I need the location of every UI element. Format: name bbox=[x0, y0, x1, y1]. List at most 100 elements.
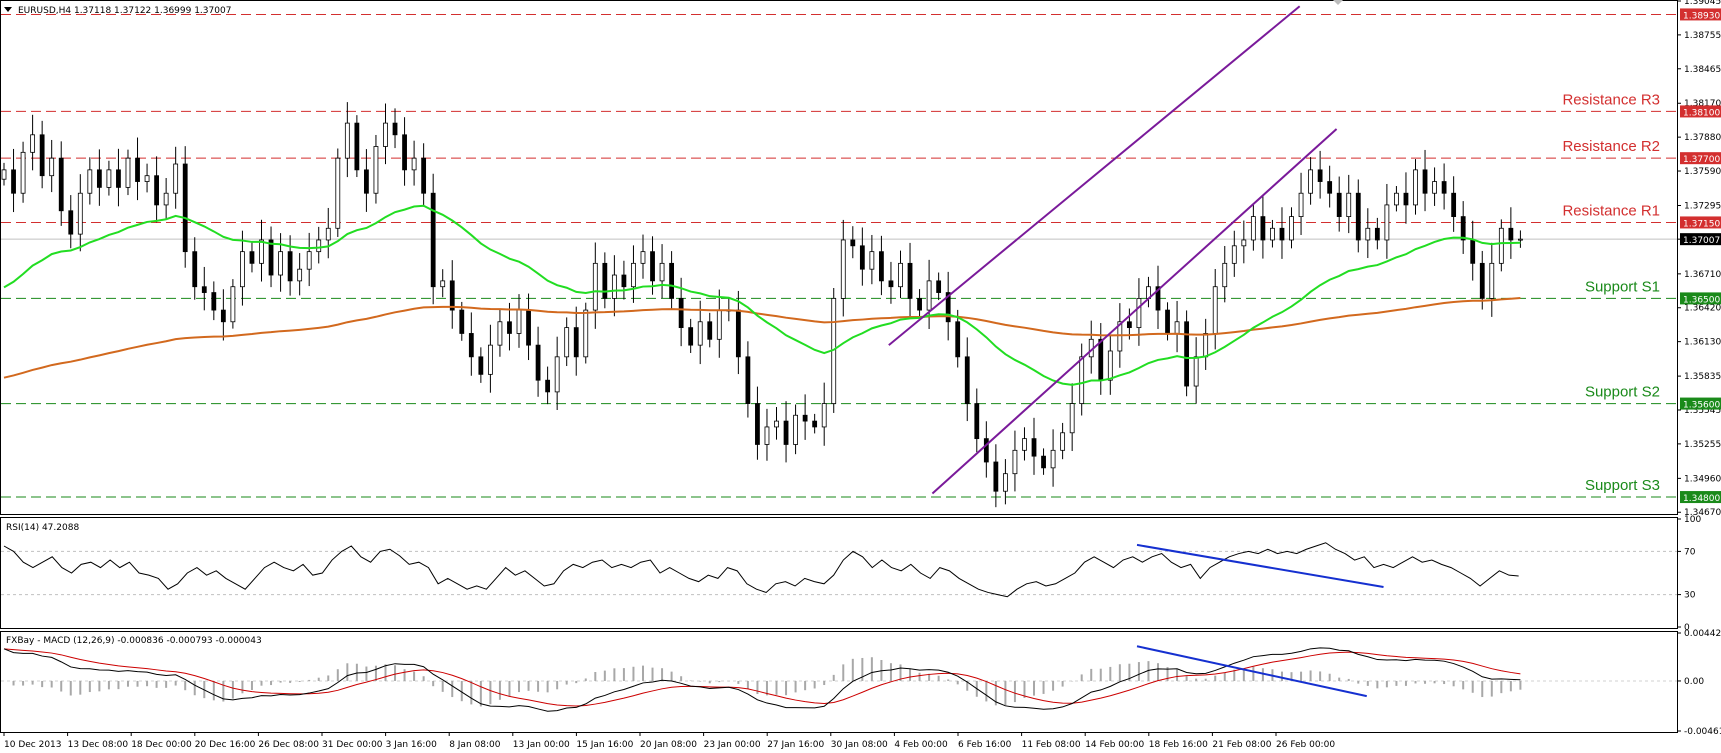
level-label: Support S1 bbox=[1585, 278, 1660, 295]
candle-body bbox=[1241, 239, 1247, 247]
candle-body bbox=[821, 403, 827, 428]
candle-body bbox=[1136, 297, 1142, 329]
time-tick-label: 27 Jan 16:00 bbox=[767, 740, 824, 750]
macd-tick-label: 0.00 bbox=[1684, 677, 1704, 687]
level-label: Resistance R1 bbox=[1562, 202, 1660, 219]
rsi-line bbox=[3, 542, 1519, 598]
candle-body bbox=[554, 356, 560, 393]
level-label: Resistance R2 bbox=[1562, 138, 1660, 155]
price-panel-header: EURUSD,H4 1.37118 1.37122 1.36999 1.3700… bbox=[18, 6, 231, 16]
macd-panel-frame bbox=[0, 631, 1678, 733]
price-tick-label: 1.34670 bbox=[1684, 508, 1721, 518]
candle-body bbox=[1327, 181, 1333, 194]
candle-body bbox=[516, 309, 522, 334]
candle-body bbox=[163, 192, 169, 206]
candle-body bbox=[592, 262, 598, 311]
candle-body bbox=[335, 157, 341, 229]
macd-panel[interactable]: FXBay - MACD (12,26,9) -0.000836 -0.0007… bbox=[0, 629, 1721, 737]
candle-body bbox=[659, 262, 665, 282]
candle-body bbox=[1203, 333, 1209, 358]
candle-body bbox=[1212, 286, 1218, 334]
level-tag bbox=[1680, 216, 1721, 229]
price-tick-label: 1.35835 bbox=[1684, 372, 1721, 382]
price-tick-label: 1.36420 bbox=[1684, 304, 1721, 314]
time-tick-label: 26 Dec 08:00 bbox=[258, 740, 319, 750]
candle-body bbox=[573, 327, 579, 358]
price-tick-label: 1.38170 bbox=[1684, 99, 1721, 109]
candle-body bbox=[287, 251, 293, 282]
candle-body bbox=[945, 292, 951, 323]
candle-body bbox=[926, 280, 932, 311]
level-tag bbox=[1680, 105, 1721, 118]
candle-body bbox=[154, 175, 159, 206]
level-label: Resistance R3 bbox=[1562, 91, 1660, 108]
candle-body bbox=[30, 134, 36, 153]
candle-body bbox=[974, 403, 980, 440]
macd-signal-line bbox=[3, 648, 1521, 707]
rsi-tick-label: 70 bbox=[1684, 547, 1696, 557]
candle-body bbox=[240, 251, 245, 288]
macd-trendline bbox=[1136, 645, 1367, 698]
rsi-panel[interactable]: RSI(14) 47.2088 100 70 30 0 bbox=[0, 515, 1702, 633]
time-tick-label: 6 Feb 16:00 bbox=[958, 740, 1012, 750]
candle-body bbox=[1403, 192, 1409, 206]
candle-body bbox=[1413, 169, 1418, 206]
candle-body bbox=[955, 321, 961, 358]
time-tick-label: 20 Jan 08:00 bbox=[640, 740, 697, 750]
candle-body bbox=[1298, 192, 1304, 218]
candle-body bbox=[1031, 438, 1037, 457]
candle-body bbox=[116, 169, 121, 188]
macd-tick-label: 0.004421 bbox=[1684, 629, 1721, 639]
candle-body bbox=[1470, 239, 1476, 264]
candle-body bbox=[468, 333, 474, 358]
fast-moving-average-line bbox=[3, 204, 1521, 386]
shift-marker-icon bbox=[1333, 0, 1343, 5]
candle-body bbox=[1174, 321, 1180, 334]
price-panel[interactable]: Resistance R3 Resistance R2 Resistance R1 S… bbox=[0, 0, 1678, 515]
candle-body bbox=[1060, 432, 1066, 451]
candle-body bbox=[774, 420, 779, 428]
macd-axis: 0.004421 0.00 -0.004613 bbox=[1677, 629, 1721, 737]
level-tag-upper-text: 1.38930 bbox=[1683, 11, 1720, 21]
candle-body bbox=[1498, 227, 1504, 264]
candlesticks bbox=[1, 102, 1523, 508]
candle-body bbox=[173, 163, 179, 194]
level-tag-text: 1.37150 bbox=[1683, 219, 1720, 229]
price-tick-label: 1.37880 bbox=[1684, 133, 1721, 143]
candle-body bbox=[478, 356, 484, 375]
candle-body bbox=[1422, 169, 1428, 194]
candle-body bbox=[611, 274, 617, 299]
macd-tick-label: -0.004613 bbox=[1684, 727, 1721, 737]
candle-body bbox=[325, 227, 331, 241]
candle-body bbox=[716, 309, 722, 340]
candle-body bbox=[1289, 216, 1294, 241]
candle-body bbox=[697, 321, 703, 346]
price-tick-label: 1.34960 bbox=[1684, 474, 1721, 484]
rsi-tick-label: 30 bbox=[1684, 591, 1696, 601]
time-tick-label: 18 Dec 00:00 bbox=[131, 740, 192, 750]
candle-body bbox=[421, 157, 427, 194]
candle-body bbox=[1155, 286, 1161, 311]
candle-body bbox=[1184, 321, 1190, 387]
candle-body bbox=[383, 122, 388, 147]
candle-body bbox=[545, 379, 551, 393]
candle-body bbox=[898, 262, 903, 288]
rsi-trendline bbox=[1136, 543, 1384, 589]
candle-body bbox=[344, 122, 350, 159]
candle-body bbox=[1346, 192, 1352, 218]
candle-body bbox=[201, 286, 207, 293]
candle-body bbox=[68, 210, 74, 235]
candle-body bbox=[879, 251, 884, 282]
candle-body bbox=[850, 239, 856, 247]
candle-body bbox=[1250, 216, 1256, 241]
candle-body bbox=[1479, 262, 1485, 299]
candle-body bbox=[297, 268, 303, 282]
candle-body bbox=[192, 251, 198, 288]
level-tag-text: 1.35600 bbox=[1683, 401, 1720, 411]
time-tick-label: 18 Feb 16:00 bbox=[1149, 740, 1208, 750]
collapse-arrow-icon[interactable] bbox=[4, 7, 12, 12]
current-price-tag-text: 1.37007 bbox=[1683, 236, 1720, 246]
rsi-panel-frame bbox=[0, 517, 1678, 629]
